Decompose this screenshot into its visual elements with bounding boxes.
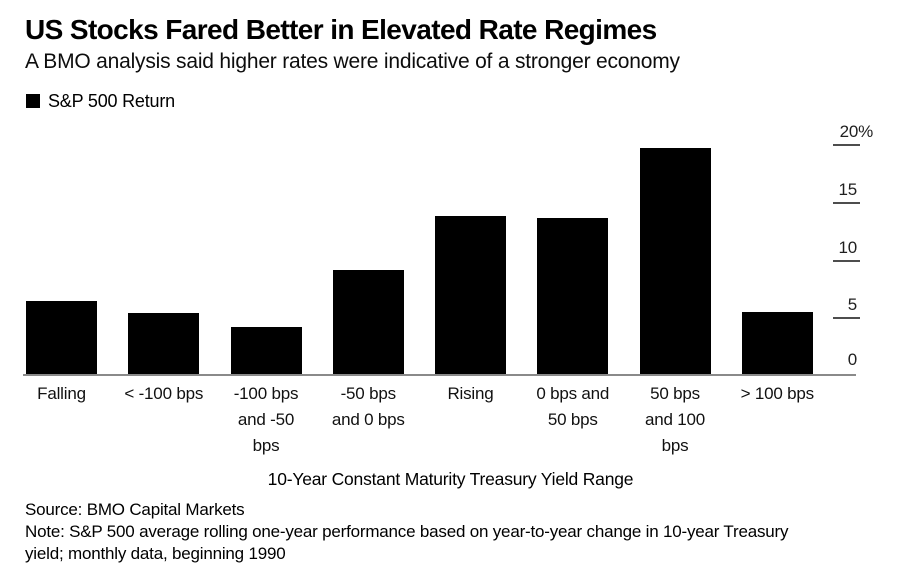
x-label-falling: Falling bbox=[37, 384, 86, 403]
bar-0-to-50bps bbox=[537, 217, 609, 375]
x-axis-line bbox=[23, 374, 856, 376]
legend: S&P 500 Return bbox=[26, 90, 175, 111]
bar-plot bbox=[23, 144, 856, 375]
footer: Source: BMO Capital Markets Note: S&P 50… bbox=[25, 499, 875, 565]
chart-subtitle: A BMO analysis said higher rates were in… bbox=[25, 50, 680, 73]
y-tick-mark-15 bbox=[833, 201, 860, 204]
chart-title: US Stocks Fared Better in Elevated Rate … bbox=[25, 14, 657, 45]
bar-50-to-100bps bbox=[639, 147, 711, 375]
bar-gt-100bps bbox=[741, 311, 813, 375]
source-text: Source: BMO Capital Markets bbox=[25, 500, 245, 519]
y-tick-label-0: 0 bbox=[847, 350, 857, 369]
x-axis-labels: Falling < -100 bps -100 bps and -50 bps … bbox=[23, 381, 856, 461]
legend-label: S&P 500 Return bbox=[48, 90, 175, 111]
y-tick-label-20: 20% bbox=[839, 122, 874, 141]
note-text: Note: S&P 500 average rolling one-year p… bbox=[25, 522, 789, 563]
bar-rising bbox=[435, 215, 506, 375]
y-tick-mark-5 bbox=[833, 317, 860, 320]
bar-minus100-to-minus50bps bbox=[230, 326, 302, 375]
x-label-50-to-100bps: 50 bps and 100 bps bbox=[644, 384, 706, 455]
legend-swatch-icon bbox=[26, 94, 40, 108]
x-label-minus50-to-0bps: -50 bps and 0 bps bbox=[331, 384, 405, 429]
x-label-lt-minus-100bps: < -100 bps bbox=[124, 384, 204, 403]
bar-lt-minus-100bps bbox=[128, 312, 200, 375]
x-label-0-to-50bps: 0 bps and 50 bps bbox=[536, 384, 610, 429]
x-label-rising: Rising bbox=[447, 384, 494, 403]
y-tick-label-10: 10 bbox=[838, 237, 857, 257]
bar-minus50-to-0bps bbox=[332, 269, 404, 375]
y-tick-mark-10 bbox=[833, 259, 860, 262]
x-axis-title: 10-Year Constant Maturity Treasury Yield… bbox=[267, 469, 634, 489]
y-tick-label-5: 5 bbox=[847, 295, 857, 315]
x-label-gt-100bps: > 100 bps bbox=[740, 384, 815, 403]
y-tick-mark-20 bbox=[833, 144, 860, 146]
x-label-minus100-to-minus50bps: -100 bps and -50 bps bbox=[233, 384, 299, 455]
y-tick-label-15: 15 bbox=[838, 179, 857, 199]
bar-falling bbox=[26, 301, 97, 375]
